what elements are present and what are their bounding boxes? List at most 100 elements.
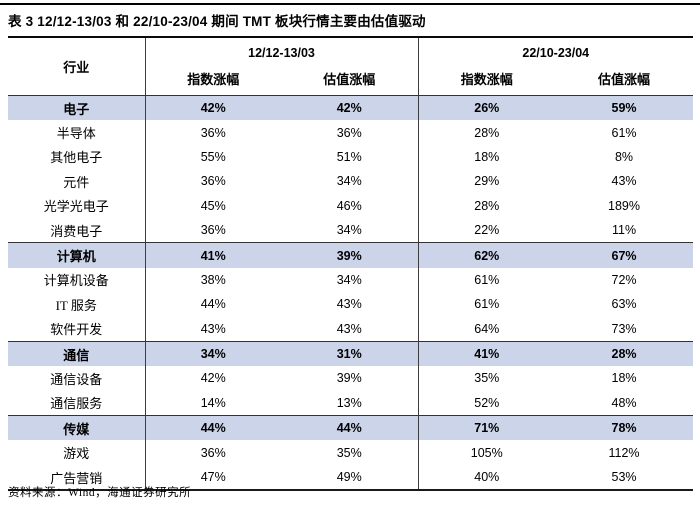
- table-row: 半导体 36% 36% 28% 61%: [8, 120, 693, 145]
- source-note: 资料来源：Wind，海通证券研究所: [8, 487, 192, 499]
- value-cell: 28%: [555, 340, 694, 367]
- value-cell: 11%: [611, 223, 637, 238]
- table-row: 通信服务 14% 13% 52% 48%: [8, 390, 693, 416]
- value-cell: 112%: [608, 445, 640, 460]
- value-cell: 18%: [417, 144, 556, 170]
- industry-cell: 光学光电子: [43, 199, 109, 215]
- industry-cell: 通信服务: [50, 396, 103, 412]
- value-cell: 39%: [281, 242, 419, 268]
- value-cell: 59%: [555, 95, 694, 121]
- value-cell: 47%: [144, 464, 281, 491]
- value-cell: 43%: [144, 316, 281, 342]
- value-cell: 51%: [336, 149, 362, 164]
- industry-column-header: 行业: [8, 37, 145, 96]
- value-cell: 43%: [336, 297, 362, 312]
- industry-cell: 计算机: [8, 242, 145, 268]
- industry-cell: 其他电子: [50, 150, 103, 166]
- table-header: 行业 12/12-13/03 22/10-23/04 指数涨幅 估值涨幅 指数涨…: [8, 37, 694, 96]
- value-cell: 45%: [144, 193, 281, 218]
- value-cell: 22%: [417, 217, 556, 243]
- industry-cell: 电子: [8, 95, 145, 121]
- value-cell: 61%: [417, 267, 556, 293]
- industry-cell: 软件开发: [50, 322, 103, 338]
- group1-valuation-gain-header: 估值涨幅: [281, 65, 419, 96]
- industry-cell: 通信设备: [50, 371, 103, 387]
- industry-cell: 通信: [8, 340, 145, 367]
- value-cell: 34%: [336, 272, 362, 287]
- value-cell: 44%: [144, 292, 281, 317]
- value-cell: 42%: [144, 95, 281, 121]
- value-cell: 53%: [611, 470, 637, 485]
- table-row: 光学光电子 45% 46% 28% 189%: [8, 193, 693, 218]
- industry-cell: 广告营销: [50, 470, 103, 486]
- period-group-2-header: 22/10-23/04: [417, 37, 694, 65]
- value-cell: 35%: [417, 366, 556, 391]
- industry-cell: 传媒: [8, 415, 145, 441]
- value-cell: 28%: [417, 193, 556, 218]
- value-cell: 36%: [144, 440, 281, 465]
- value-cell: 62%: [417, 242, 556, 268]
- group2-valuation-gain-header: 估值涨幅: [555, 65, 694, 96]
- value-cell: 35%: [336, 445, 362, 460]
- value-cell: 52%: [417, 390, 556, 416]
- value-cell: 36%: [144, 217, 281, 243]
- value-cell: 42%: [144, 366, 281, 391]
- value-cell: 189%: [608, 198, 641, 213]
- top-rule: [0, 3, 700, 5]
- table-row: 计算机设备 38% 34% 61% 72%: [8, 267, 693, 293]
- table-row: 传媒 44% 44% 71% 78%: [8, 415, 694, 441]
- value-cell: 31%: [281, 340, 419, 367]
- table-body: 电子 42% 42% 26% 59% 半导体 36% 36% 28% 61% 其他电子 55% 51% 1…: [8, 95, 694, 491]
- value-cell: 61%: [417, 292, 556, 317]
- table-row: 通信 34% 31% 41% 28%: [8, 340, 694, 367]
- value-cell: 78%: [555, 415, 694, 441]
- value-cell: 44%: [144, 415, 281, 441]
- value-cell: 73%: [611, 321, 637, 336]
- value-cell: 39%: [336, 371, 362, 386]
- value-cell: 46%: [336, 198, 362, 213]
- value-cell: 43%: [611, 174, 637, 189]
- value-cell: 34%: [336, 174, 362, 189]
- value-cell: 26%: [417, 95, 556, 121]
- header-row-groups: 行业 12/12-13/03 22/10-23/04: [8, 37, 694, 96]
- table-row: 元件 36% 34% 29% 43%: [8, 169, 693, 194]
- value-cell: 49%: [336, 470, 362, 485]
- value-cell: 44%: [281, 415, 419, 441]
- group1-index-gain-header: 指数涨幅: [144, 65, 281, 96]
- value-cell: 67%: [555, 242, 694, 268]
- value-cell: 61%: [611, 125, 637, 140]
- value-cell: 28%: [417, 120, 556, 145]
- value-cell: 18%: [611, 371, 637, 386]
- industry-cell: 元件: [63, 174, 90, 190]
- table-row: 通信设备 42% 39% 35% 18%: [8, 366, 693, 391]
- table-row: 软件开发 43% 43% 64% 73%: [8, 316, 693, 342]
- value-cell: 14%: [144, 390, 281, 416]
- value-cell: 36%: [144, 169, 281, 194]
- value-cell: 72%: [611, 272, 637, 287]
- table-row: 广告营销 47% 49% 40% 53%: [8, 464, 693, 491]
- value-cell: 29%: [417, 169, 556, 194]
- table-row: 游戏 36% 35% 105% 112%: [8, 440, 693, 465]
- table-row: 消费电子 36% 34% 22% 11%: [8, 217, 693, 243]
- industry-cell: IT 服务: [55, 297, 97, 313]
- industry-cell: 半导体: [56, 126, 96, 142]
- value-cell: 40%: [417, 464, 556, 491]
- data-table: 行业 12/12-13/03 22/10-23/04 指数涨幅 估值涨幅 指数涨…: [8, 36, 694, 492]
- page-title: 表 3 12/12-13/03 和 22/10-23/04 期间 TMT 板块行…: [8, 14, 426, 29]
- value-cell: 34%: [144, 340, 281, 367]
- value-cell: 8%: [614, 149, 634, 164]
- industry-cell: 游戏: [63, 446, 90, 462]
- value-cell: 41%: [417, 340, 556, 367]
- value-cell: 42%: [281, 95, 419, 121]
- value-cell: 63%: [611, 297, 637, 312]
- header-row-metrics: 指数涨幅 估值涨幅 指数涨幅 估值涨幅: [8, 65, 694, 96]
- value-cell: 71%: [417, 415, 556, 441]
- value-cell: 38%: [144, 267, 281, 293]
- table-row: 其他电子 55% 51% 18% 8%: [8, 144, 693, 170]
- value-cell: 48%: [611, 395, 637, 410]
- table-row: 电子 42% 42% 26% 59%: [8, 95, 694, 121]
- industry-cell: 消费电子: [50, 223, 103, 239]
- value-cell: 13%: [336, 395, 362, 410]
- value-cell: 64%: [417, 316, 556, 342]
